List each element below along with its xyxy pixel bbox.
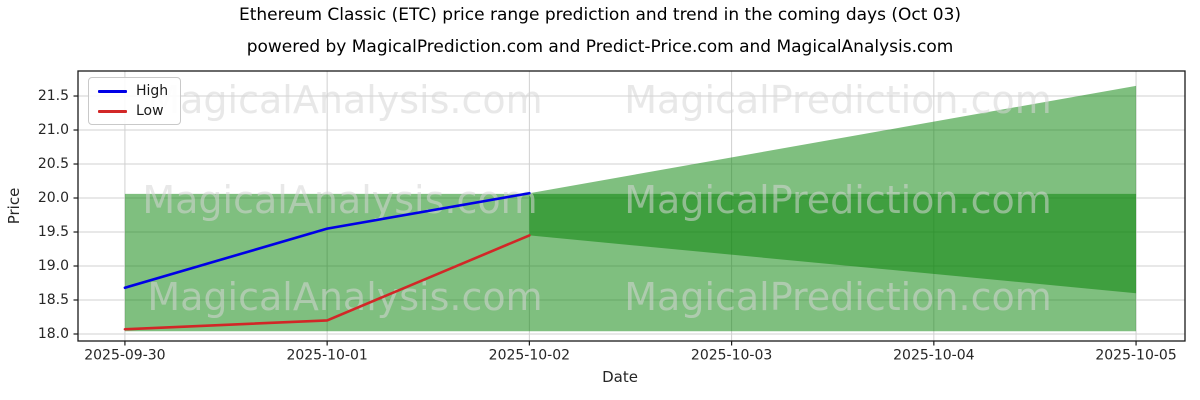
x-tick-label: 2025-10-04 <box>893 348 974 364</box>
watermark-text: MagicalAnalysis.com <box>147 78 542 122</box>
legend-label-high: High <box>136 83 169 99</box>
forecast-range-band <box>529 85 1137 294</box>
plot-border <box>77 70 1186 342</box>
x-tick-label: 2025-10-02 <box>489 348 570 364</box>
series-layer <box>123 191 531 331</box>
y-axis-label: Price <box>5 187 23 225</box>
y-tick-label: 18.0 <box>38 326 69 342</box>
x-axis-label: Date <box>602 368 638 386</box>
watermark-text: MagicalPrediction.com <box>624 275 1052 319</box>
watermark-text: MagicalPrediction.com <box>624 78 1052 122</box>
axes-layer: 2025-09-30 2025-10-01 2025-10-02 2025-10-03… <box>38 70 1186 364</box>
legend-label-low: Low <box>136 103 164 119</box>
legend-entry-high: High <box>98 84 168 98</box>
y-tick-label: 20.0 <box>38 190 69 206</box>
x-tick-label: 2025-10-05 <box>1095 348 1176 364</box>
low-line <box>123 234 531 331</box>
high-line <box>123 191 531 290</box>
x-tick-label: 2025-10-01 <box>286 348 367 364</box>
watermark-layer: MagicalAnalysis.com MagicalPrediction.co… <box>142 78 1051 319</box>
chart-subtitle: powered by MagicalPrediction.com and Pre… <box>246 37 954 57</box>
y-tick-label: 18.5 <box>38 292 69 308</box>
x-tick-label: 2025-09-30 <box>84 348 165 364</box>
legend-entry-low: Low <box>98 104 168 118</box>
chart-title: Ethereum Classic (ETC) price range predi… <box>238 5 962 25</box>
y-tick-label: 20.5 <box>38 156 69 172</box>
watermark-text: MagicalAnalysis.com <box>142 178 537 222</box>
y-tick-label: 19.5 <box>38 224 69 240</box>
y-tick-label: 21.5 <box>38 88 69 104</box>
fills-layer <box>124 85 1137 332</box>
y-tick-label: 21.0 <box>38 122 69 138</box>
high-line-swatch <box>98 89 127 93</box>
x-tick-label: 2025-10-03 <box>691 348 772 364</box>
watermark-text: MagicalPrediction.com <box>624 178 1052 222</box>
legend: High Low <box>88 77 182 125</box>
low-line-swatch <box>98 109 127 113</box>
y-tick-label: 19.0 <box>38 258 69 274</box>
